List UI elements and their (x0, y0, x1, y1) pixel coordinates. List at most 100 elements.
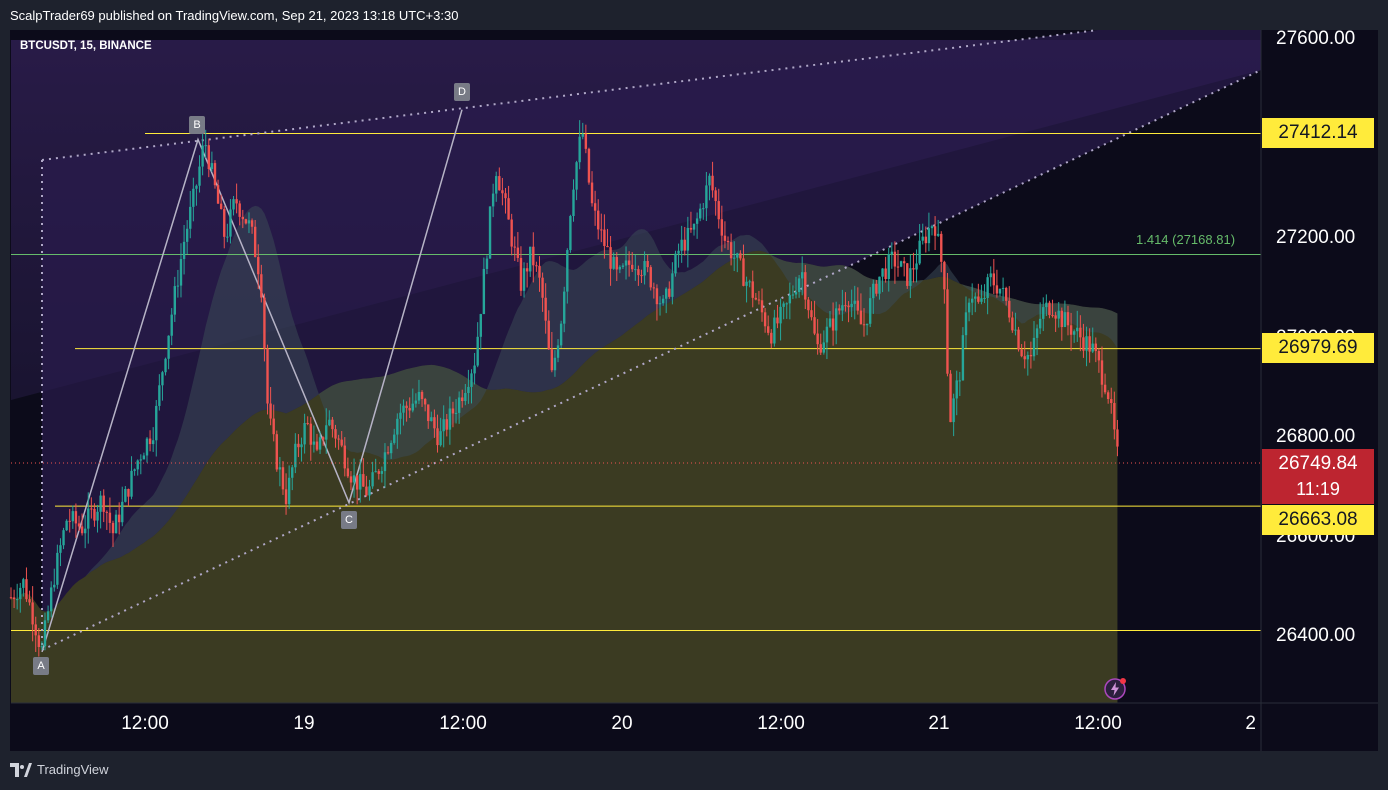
candle-body (853, 300, 856, 304)
candle-body (668, 288, 671, 297)
candle-body (28, 599, 31, 603)
candle-body (1054, 315, 1057, 319)
tradingview-logo-icon (10, 762, 32, 777)
candle-body (624, 260, 628, 266)
candle-body (340, 439, 343, 446)
candle-body (300, 444, 303, 448)
candle-body (423, 399, 427, 405)
olive-zone (11, 250, 1118, 704)
candle-body (260, 274, 263, 298)
y-tick-label: 26400.00 (1276, 625, 1356, 646)
candle-body (108, 512, 112, 523)
candle-body (1116, 429, 1119, 447)
candle-body (343, 445, 346, 469)
candle-body (603, 229, 606, 246)
candle-body (368, 486, 371, 496)
candle-body (321, 437, 325, 440)
candle-body (550, 349, 554, 371)
candle-body (933, 226, 937, 236)
candle-body (139, 459, 143, 461)
candle-body (723, 235, 727, 241)
publisher-text: ScalpTrader69 published on TradingView.c… (10, 8, 459, 23)
candle-body (491, 193, 495, 207)
candle-body (1048, 302, 1051, 316)
candle-body (1069, 325, 1073, 335)
candle-body (522, 268, 526, 291)
candle-body (906, 263, 909, 286)
candle-body (661, 298, 665, 304)
publisher-bar: ScalpTrader69 published on TradingView.c… (0, 0, 1388, 30)
tradingview-brand[interactable]: TradingView (10, 762, 109, 777)
candle-body (980, 298, 983, 302)
candle-body (995, 285, 999, 294)
candle-body (53, 584, 56, 588)
candle-body (405, 405, 408, 409)
candle-body (102, 495, 105, 512)
x-tick-label: 20 (611, 713, 633, 734)
candle-body (813, 317, 816, 334)
candle-body (974, 296, 977, 299)
candle-body (612, 256, 615, 269)
candle-body (949, 373, 952, 423)
candle-body (964, 312, 968, 336)
candle-body (828, 318, 832, 327)
candle-body (362, 474, 365, 487)
candle-body (893, 251, 897, 267)
candle-body (924, 236, 928, 244)
candle-body (213, 163, 217, 186)
candle-body (210, 163, 214, 170)
candle-body (1082, 337, 1085, 351)
abcd-pattern-line[interactable] (41, 109, 463, 653)
candle-body (1023, 356, 1026, 360)
candle-body (671, 273, 674, 297)
candle-body (748, 281, 751, 283)
candle-body (899, 261, 903, 267)
candle-body (235, 199, 238, 204)
candle-body (819, 344, 822, 353)
candle-body (185, 228, 189, 242)
lightning-icon[interactable] (1103, 677, 1127, 701)
candle-body (773, 317, 776, 344)
candle-body (167, 335, 170, 359)
candle-body (887, 254, 890, 280)
candle-body (714, 190, 717, 202)
candle-body (754, 297, 758, 300)
candle-body (263, 297, 266, 349)
candle-body (569, 216, 572, 251)
level-tag-3: 26663.08 (1262, 505, 1374, 535)
candle-body (878, 276, 881, 294)
candle-body (921, 236, 924, 241)
symbol-label[interactable]: BTCUSDT, 15, BINANCE (20, 40, 152, 52)
candle-body (457, 397, 461, 413)
channel-lower-line[interactable] (41, 69, 1262, 651)
candle-body (142, 455, 146, 460)
candle-body (646, 261, 649, 268)
candle-body (250, 220, 254, 227)
x-tick-label: 19 (293, 713, 315, 734)
candle-body (708, 175, 711, 186)
x-tick-label: 12:00 (757, 713, 805, 734)
candle-body (442, 419, 445, 432)
candle-body (1091, 343, 1094, 352)
candle-body (541, 277, 544, 298)
candle-body (56, 552, 59, 585)
candle-body (1042, 307, 1045, 319)
candle-body (495, 176, 498, 194)
bar-countdown: 11:19 (1296, 479, 1340, 499)
candle-body (770, 332, 773, 344)
candle-body (303, 422, 306, 445)
candle-body (593, 203, 597, 211)
candle-body (692, 223, 696, 230)
candle-body (804, 272, 807, 300)
candle-body (105, 511, 109, 513)
candle-body (507, 198, 510, 220)
candle-body (266, 348, 269, 404)
candle-body (1001, 287, 1005, 289)
candle-body (587, 148, 591, 183)
candle-body (393, 434, 396, 443)
wave-label-a: A (33, 657, 49, 675)
candle-body (87, 508, 90, 529)
candle-body (1066, 312, 1070, 326)
candle-body (90, 508, 93, 510)
